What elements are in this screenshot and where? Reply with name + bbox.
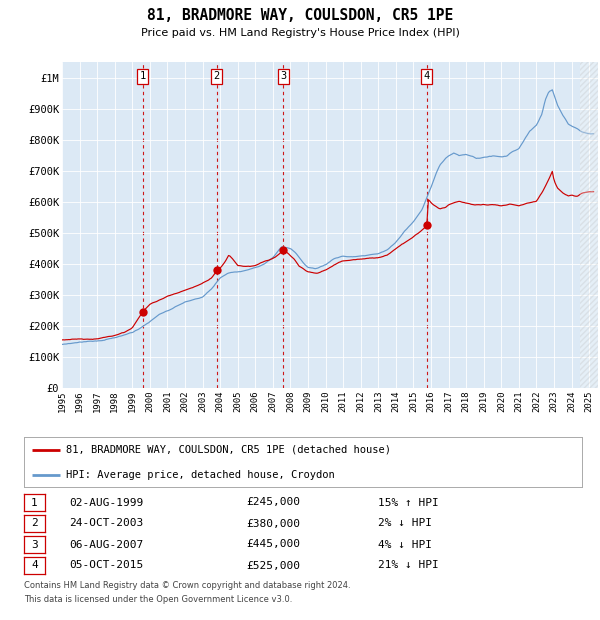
Bar (580, 62, 600, 388)
Text: 1: 1 (139, 71, 146, 81)
Text: 3: 3 (31, 539, 38, 549)
Text: 2: 2 (214, 71, 220, 81)
Text: 21% ↓ HPI: 21% ↓ HPI (378, 560, 439, 570)
Text: £245,000: £245,000 (246, 497, 300, 508)
Text: Contains HM Land Registry data © Crown copyright and database right 2024.: Contains HM Land Registry data © Crown c… (24, 581, 350, 590)
Text: HPI: Average price, detached house, Croydon: HPI: Average price, detached house, Croy… (66, 469, 335, 479)
Text: £380,000: £380,000 (246, 518, 300, 528)
Text: 24-OCT-2003: 24-OCT-2003 (69, 518, 143, 528)
Text: 2% ↓ HPI: 2% ↓ HPI (378, 518, 432, 528)
Text: 3: 3 (280, 71, 286, 81)
Text: 4: 4 (31, 560, 38, 570)
Text: 02-AUG-1999: 02-AUG-1999 (69, 497, 143, 508)
Text: 4: 4 (424, 71, 430, 81)
Text: 06-AUG-2007: 06-AUG-2007 (69, 539, 143, 549)
Text: 81, BRADMORE WAY, COULSDON, CR5 1PE (detached house): 81, BRADMORE WAY, COULSDON, CR5 1PE (det… (66, 445, 391, 454)
Text: 05-OCT-2015: 05-OCT-2015 (69, 560, 143, 570)
Text: £525,000: £525,000 (246, 560, 300, 570)
Text: 81, BRADMORE WAY, COULSDON, CR5 1PE: 81, BRADMORE WAY, COULSDON, CR5 1PE (147, 8, 453, 23)
Text: 15% ↑ HPI: 15% ↑ HPI (378, 497, 439, 508)
Text: Price paid vs. HM Land Registry's House Price Index (HPI): Price paid vs. HM Land Registry's House … (140, 28, 460, 38)
Text: 4% ↓ HPI: 4% ↓ HPI (378, 539, 432, 549)
Text: This data is licensed under the Open Government Licence v3.0.: This data is licensed under the Open Gov… (24, 595, 292, 604)
Text: £445,000: £445,000 (246, 539, 300, 549)
Text: 2: 2 (31, 518, 38, 528)
Text: 1: 1 (31, 497, 38, 508)
